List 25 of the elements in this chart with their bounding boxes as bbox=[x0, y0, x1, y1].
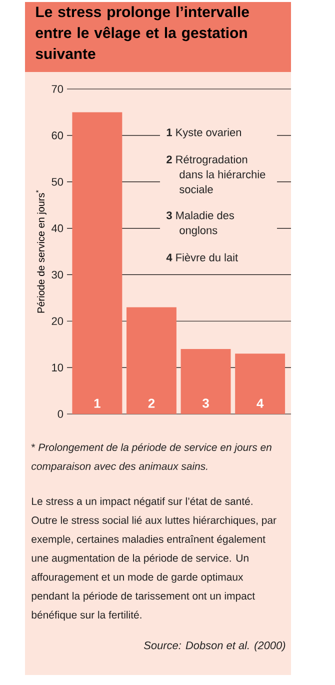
y-tick-label: 60 bbox=[52, 132, 64, 140]
bar bbox=[180, 348, 231, 414]
annotation: 4 Fièvre du lait bbox=[166, 253, 238, 262]
y-tick-label: 50 bbox=[52, 178, 64, 186]
bar bbox=[235, 354, 286, 414]
y-tick-label: 10 bbox=[52, 364, 64, 372]
text: *Prolongement de la période de service en jours en comparaison avec des animaux sains. bbox=[31, 443, 272, 472]
y-tick-label: 70 bbox=[52, 85, 64, 93]
y-tick-label: 30 bbox=[52, 270, 64, 279]
y-tick-label: 20 bbox=[52, 317, 64, 326]
text: Le stress a un impact négatif sur l’état de santé. Outre le stress social lié aux luttes hiérarchiques, par exemple, certaines maladies entraînent également une augmentation de la période de service. Un affouragement et un mode de garde optimaux pendant la période de tarissement ont un impact bénéfique sur la fertilité. bbox=[32, 497, 276, 621]
text: Source: Dobson et al. (2000) bbox=[144, 641, 286, 652]
chart-title: Le stress prolonge l’intervalle entre le vêlage et la gestation suivante bbox=[36, 6, 249, 60]
x-tick-label: 1 bbox=[94, 398, 100, 408]
y-axis-title: Période de service en jours$^{*}$ bbox=[36, 190, 46, 313]
annotation: 3 Maladie des onglons bbox=[166, 211, 234, 236]
bar bbox=[126, 307, 176, 414]
annotation: 2 Rétrogradation dans la hiérarchie sociale bbox=[166, 155, 266, 194]
x-tick-label: 2 bbox=[148, 398, 155, 408]
bar bbox=[72, 112, 122, 414]
x-tick-label: 3 bbox=[202, 398, 209, 408]
y-tick-label: 0 bbox=[58, 410, 64, 418]
annotation: 1 Kyste ovarien bbox=[166, 128, 241, 138]
y-tick-label: 40 bbox=[52, 224, 64, 232]
x-tick-label: 4 bbox=[256, 398, 264, 408]
